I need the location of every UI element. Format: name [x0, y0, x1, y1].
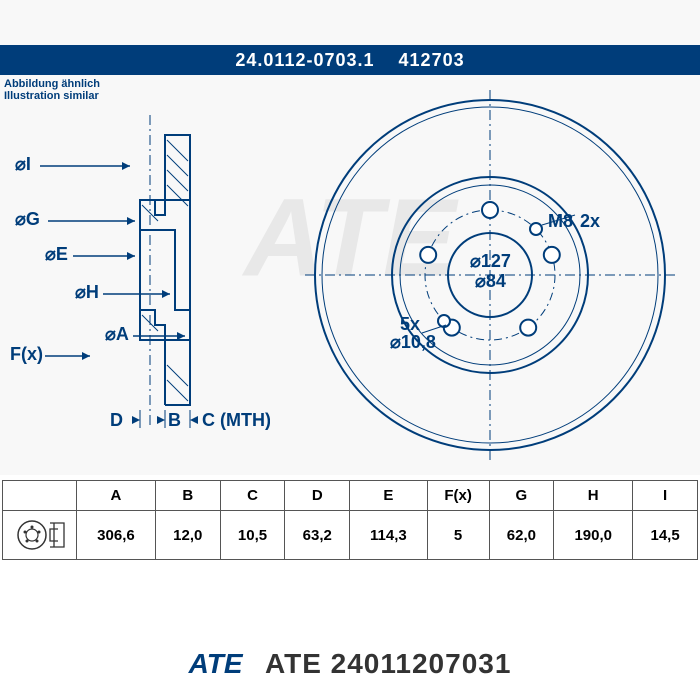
val-F: 5: [427, 511, 489, 560]
col-B: B: [155, 481, 220, 511]
val-C: 10,5: [220, 511, 285, 560]
front-view-drawing: ⌀127 ⌀84 M8 2x 5x ⌀10,8: [290, 85, 690, 465]
col-I: I: [633, 481, 698, 511]
col-F: F(x): [427, 481, 489, 511]
side-view-drawing: ⌀I ⌀G ⌀E ⌀H ⌀A F(x) D B C (MTH): [10, 110, 270, 430]
similar-note-en: Illustration similar: [4, 90, 100, 102]
label-I: ⌀I: [15, 154, 31, 174]
val-B: 12,0: [155, 511, 220, 560]
brand-logo: ATE: [189, 648, 243, 680]
label-thread-count: 2x: [580, 211, 600, 231]
label-bolt-count: 5x: [400, 314, 420, 334]
table-header-row: A B C D E F(x) G H I: [3, 481, 698, 511]
col-A: A: [77, 481, 156, 511]
val-I: 14,5: [633, 511, 698, 560]
label-B: B: [168, 410, 181, 430]
product-code: ATE 24011207031: [265, 648, 511, 680]
val-D: 63,2: [285, 511, 350, 560]
disc-icon: [3, 511, 77, 560]
label-thread: M8: [548, 211, 573, 231]
label-G: ⌀G: [15, 209, 40, 229]
header-bar: 24.0112-0703.1 412703: [0, 45, 700, 75]
label-A: ⌀A: [105, 324, 129, 344]
val-A: 306,6: [77, 511, 156, 560]
footer: ATE ATE 24011207031: [0, 648, 700, 680]
label-bolt-dia: ⌀10,8: [390, 332, 436, 352]
label-D: D: [110, 410, 123, 430]
label-F: F(x): [10, 344, 43, 364]
col-H: H: [554, 481, 633, 511]
col-C: C: [220, 481, 285, 511]
diagram-area: ATE 24.0112-0703.1 412703 Abbildung ähnl…: [0, 0, 700, 475]
val-G: 62,0: [489, 511, 554, 560]
col-G: G: [489, 481, 554, 511]
label-E: ⌀E: [45, 244, 68, 264]
label-H: ⌀H: [75, 282, 99, 302]
table-data-row: 306,6 12,0 10,5 63,2 114,3 5 62,0 190,0 …: [3, 511, 698, 560]
part-number-2: 412703: [399, 50, 465, 70]
similar-note: Abbildung ähnlich Illustration similar: [4, 78, 100, 102]
col-D: D: [285, 481, 350, 511]
label-bore: ⌀84: [475, 271, 506, 291]
val-E: 114,3: [350, 511, 428, 560]
similar-note-de: Abbildung ähnlich: [4, 78, 100, 90]
dimension-table: A B C D E F(x) G H I 306,6 12,0: [2, 480, 698, 560]
label-C: C (MTH): [202, 410, 270, 430]
part-number-1: 24.0112-0703.1: [235, 50, 374, 70]
val-H: 190,0: [554, 511, 633, 560]
label-pitch: ⌀127: [470, 251, 511, 271]
col-icon: [3, 481, 77, 511]
col-E: E: [350, 481, 428, 511]
